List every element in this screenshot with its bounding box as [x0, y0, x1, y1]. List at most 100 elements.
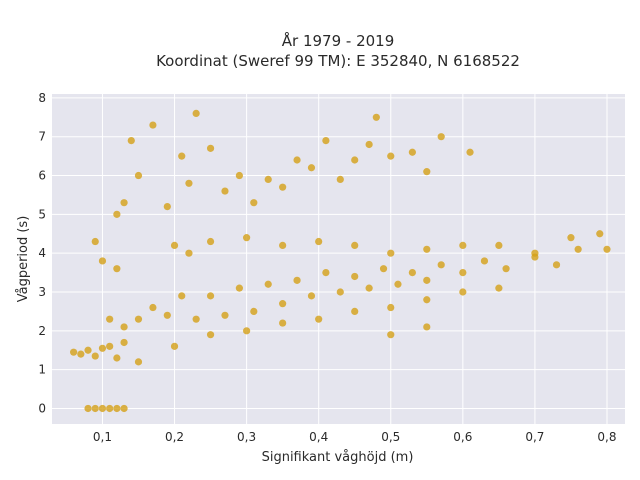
data-point — [221, 311, 229, 319]
data-point — [293, 156, 301, 164]
data-point — [315, 237, 323, 246]
chart-title-line: Koordinat (Sweref 99 TM): E 352840, N 61… — [156, 52, 520, 70]
x-axis-title: Signifikant våghöjd (m) — [262, 450, 414, 465]
data-point — [495, 284, 503, 292]
data-point — [423, 276, 431, 284]
data-point — [307, 292, 316, 300]
y-tick-label: 5 — [38, 207, 46, 221]
y-tick-label: 1 — [38, 363, 46, 377]
data-point — [387, 249, 395, 257]
data-point — [423, 245, 431, 253]
data-point — [149, 121, 157, 129]
data-point — [502, 265, 510, 273]
data-point — [336, 288, 344, 296]
data-point — [77, 350, 85, 358]
data-point — [192, 315, 200, 323]
data-point — [379, 265, 388, 273]
x-tick-label: 0,3 — [237, 430, 256, 444]
data-point — [84, 346, 92, 354]
data-point — [163, 311, 171, 319]
data-point — [243, 234, 251, 242]
y-tick-label: 7 — [38, 130, 46, 144]
data-point — [134, 171, 143, 180]
y-tick-label: 3 — [38, 285, 46, 299]
data-point — [372, 113, 380, 121]
data-point — [243, 327, 251, 335]
data-point — [235, 284, 243, 292]
data-point — [279, 300, 287, 308]
data-point — [185, 179, 193, 187]
data-point — [293, 276, 301, 284]
data-point — [113, 265, 121, 273]
data-point — [351, 307, 359, 316]
data-point — [264, 280, 272, 288]
data-point — [113, 404, 121, 413]
data-point — [250, 199, 258, 207]
data-point — [91, 404, 99, 413]
data-point — [206, 331, 215, 339]
data-point — [279, 241, 287, 250]
data-point — [365, 140, 373, 149]
data-point — [120, 338, 128, 347]
data-point — [106, 404, 114, 413]
data-point — [106, 315, 114, 323]
y-tick-label: 4 — [38, 246, 46, 260]
data-point — [552, 261, 561, 269]
chart-title-line: År 1979 - 2019 — [282, 31, 395, 50]
data-point — [437, 133, 445, 141]
data-point — [206, 237, 215, 246]
data-point — [596, 230, 604, 238]
data-point — [98, 257, 107, 265]
data-point — [113, 354, 121, 362]
data-point — [206, 144, 215, 152]
data-point — [206, 292, 215, 300]
data-point — [192, 109, 200, 118]
data-point — [134, 315, 143, 323]
data-point — [387, 152, 395, 160]
y-tick-label: 0 — [38, 401, 46, 415]
data-point — [113, 210, 121, 218]
data-point — [351, 241, 359, 250]
data-point — [235, 171, 243, 180]
data-point — [149, 303, 157, 312]
data-point — [365, 284, 373, 292]
data-point — [423, 168, 431, 176]
data-point — [336, 175, 344, 184]
data-point — [91, 237, 99, 246]
data-point — [351, 156, 359, 164]
data-point — [574, 245, 582, 253]
data-point — [91, 352, 99, 360]
data-point — [423, 323, 431, 331]
data-point — [567, 234, 575, 242]
data-point — [98, 344, 107, 352]
x-tick-label: 0,8 — [597, 430, 616, 444]
data-point — [387, 303, 395, 312]
data-point — [170, 342, 179, 350]
y-tick-label: 2 — [38, 324, 46, 338]
x-tick-label: 0,4 — [309, 430, 328, 444]
data-point — [459, 241, 467, 250]
data-point — [279, 183, 287, 191]
x-tick-label: 0,7 — [525, 430, 544, 444]
data-point — [423, 296, 431, 304]
data-point — [408, 148, 416, 156]
y-tick-label: 6 — [38, 169, 46, 183]
data-point — [170, 241, 179, 250]
x-tick-label: 0,6 — [453, 430, 472, 444]
data-point — [322, 268, 330, 277]
x-tick-label: 0,1 — [93, 430, 112, 444]
data-point — [120, 199, 128, 207]
y-tick-label: 8 — [38, 91, 46, 105]
data-point — [264, 175, 272, 184]
y-axis-title: Vågperiod (s) — [16, 216, 31, 303]
data-point — [437, 261, 445, 269]
x-tick-label: 0,5 — [381, 430, 400, 444]
data-point — [315, 315, 323, 323]
data-point — [531, 249, 539, 257]
data-point — [394, 280, 402, 288]
data-point — [250, 307, 258, 316]
x-tick-label: 0,2 — [165, 430, 184, 444]
data-point — [351, 272, 359, 281]
